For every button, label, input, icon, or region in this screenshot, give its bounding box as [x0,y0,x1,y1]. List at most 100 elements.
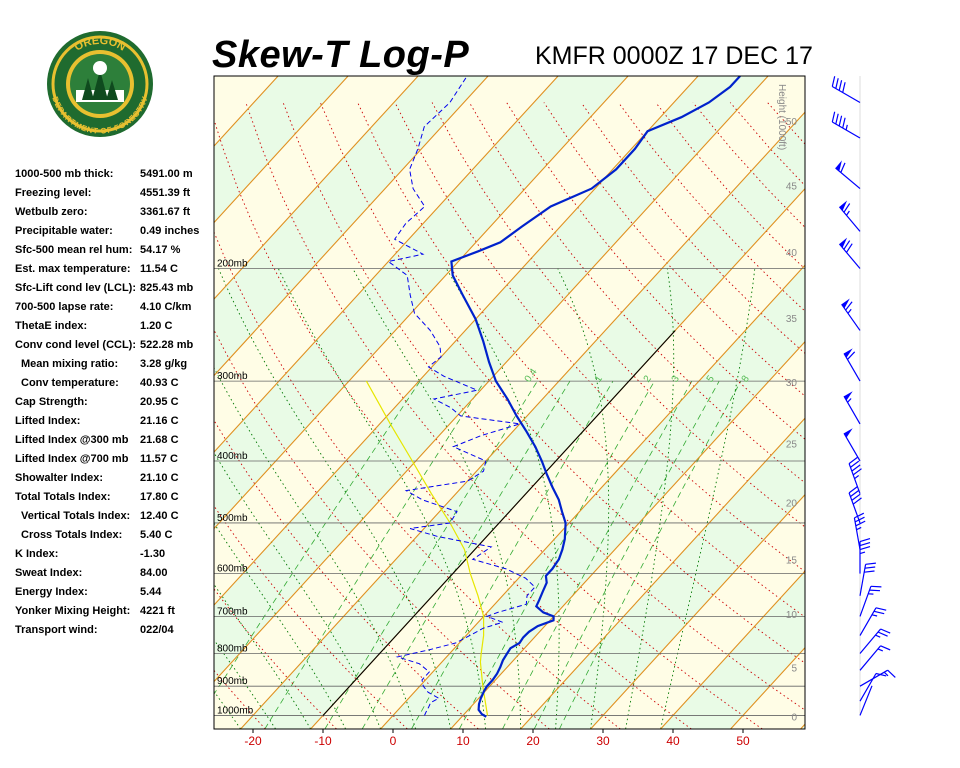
pressure-label: 800mb [217,643,248,654]
index-value: 1.20 C [140,320,173,332]
mixing-ratio-label: 5 [705,373,717,384]
mixing-ratio-line [533,380,720,729]
reference-line [322,330,676,716]
index-label: Mean mixing ratio: [21,358,119,370]
mixing-ratio-line [502,380,693,729]
isotherm-band [800,724,805,729]
index-row: Showalter Index: 21.10 C [15,472,215,491]
index-row: Conv temperature: 40.93 C [15,377,215,396]
moist-adiabat [352,268,522,729]
index-value: 40.93 C [140,377,179,389]
x-tick-label: 0 [390,734,397,748]
index-value: 20.95 C [140,396,179,408]
wind-barb [859,645,891,671]
index-value: 5491.00 m [140,168,193,180]
index-value: 522.28 mb [140,339,194,351]
dry-adiabat [506,102,805,440]
index-row: Cross Totals Index: 5.40 C [15,529,215,548]
pressure-label: 900mb [217,676,248,687]
dry-adiabat [431,102,805,528]
index-row: Freezing level: 4551.39 ft [15,187,215,206]
index-label: Yonker Mixing Height: [15,605,131,617]
index-value: 022/04 [140,624,174,636]
index-value: 11.57 C [140,453,178,465]
height-tick-label: 25 [786,440,798,451]
isotherm-line [590,493,805,729]
chart-title: Skew-T Log-P [212,34,470,76]
moist-adiabat [214,522,347,729]
dewpoint-line [387,76,536,716]
moist-adiabat [277,268,487,729]
wind-barb [859,628,891,654]
mixing-ratio-line [559,380,742,729]
x-tick-label: -10 [314,734,332,748]
isotherm-line [214,76,769,683]
moist-adiabat [218,268,452,729]
isotherm-band [0,76,208,729]
index-row: K Index: -1.30 [15,548,215,567]
index-row: 700-500 lapse rate: 4.10 C/km [15,301,215,320]
index-label: Sweat Index: [15,567,83,579]
dry-adiabat [319,102,805,664]
index-value: 11.54 C [140,263,178,275]
isotherm-line [0,76,138,729]
parcel-path-line [365,380,489,716]
pressure-label: 400mb [217,451,248,462]
index-row: Lifted Index @300 mb 21.68 C [15,434,215,453]
height-tick-label: 15 [786,555,798,566]
mixing-ratio-label: 3 [670,373,682,384]
wind-barb [843,348,861,382]
index-value: 12.40 C [140,510,179,522]
wind-barb [859,562,876,596]
mixing-ratio-label: 1 [593,373,605,384]
index-label: Total Totals Index: [15,491,111,503]
isotherm-line [214,76,349,224]
index-value: -1.30 [140,548,166,560]
wind-barb [859,585,882,617]
isotherm-line [660,570,805,729]
index-label: ThetaE index: [15,320,88,332]
index-value: 54.17 % [140,244,181,256]
index-row: Sfc-500 mean rel hum: 54.17 % [15,244,215,263]
dry-adiabat [357,102,805,618]
index-value: 3.28 g/kg [140,358,188,370]
index-value: 825.43 mb [140,282,194,294]
index-row: Precipitable water: 0.49 inches [15,225,215,244]
index-row: ThetaE index: 1.20 C [15,320,215,339]
pressure-label: 200mb [217,258,248,269]
wind-barb [848,486,862,524]
index-value: 21.68 C [140,434,179,446]
index-row: Total Totals Index: 17.80 C [15,491,215,510]
index-label: Transport wind: [15,624,98,636]
mixing-ratio-line [361,380,571,729]
isotherm-line [450,340,805,729]
dry-adiabat [214,329,550,729]
x-tick-label: 30 [596,734,610,748]
index-value: 4551.39 ft [140,187,191,199]
moist-adiabat [557,268,610,729]
sounding-indices-panel: 1000-500 mb thick: 5491.00 m Freezing leve… [15,168,215,643]
wind-barb [831,76,861,103]
index-label: 700-500 lapse rate: [15,301,114,313]
index-row: Vertical Totals Index: 12.40 C [15,510,215,529]
index-label: Conv temperature: [21,377,119,389]
wind-barb [831,111,861,139]
moist-adiabat [214,690,241,729]
mixing-ratio-line [264,380,485,729]
index-value: 0.49 inches [140,225,200,237]
index-label: Wetbulb zero: [15,206,88,218]
index-label: K Index: [15,548,59,560]
wind-barb [859,672,887,702]
index-label: Vertical Totals Index: [21,510,131,522]
index-value: 21.16 C [140,415,179,427]
wind-barb [859,607,887,636]
index-label: Energy Index: [15,586,88,598]
isotherm-line [240,111,805,729]
mixing-ratio-line [324,380,538,729]
temperature-line [450,76,741,718]
isotherm-line [214,76,489,377]
height-tick-label: 10 [786,610,798,621]
index-row: Transport wind: 022/04 [15,624,215,643]
moist-adiabat [445,268,560,729]
